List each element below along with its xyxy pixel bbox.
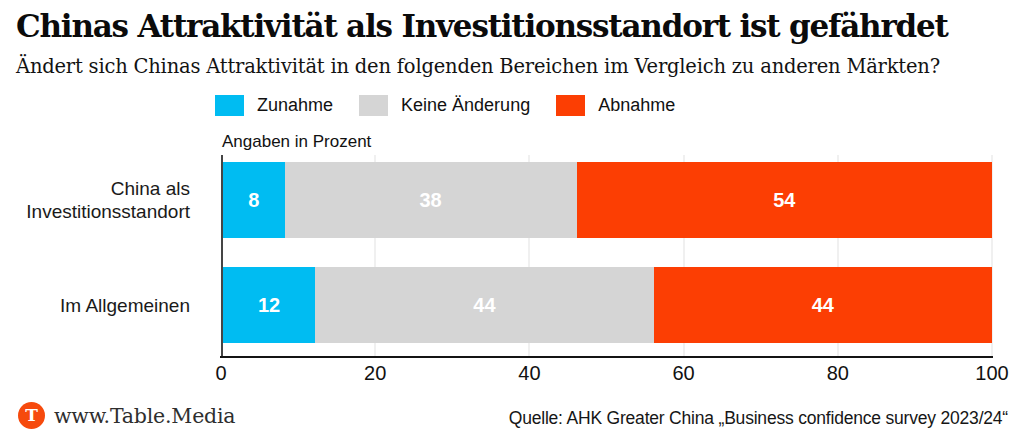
x-axis-tick-label: 0 <box>215 362 226 385</box>
bar-segment: 44 <box>654 267 992 343</box>
bar-value-label: 12 <box>258 294 280 317</box>
brand-name: www.Table.Media <box>54 404 235 428</box>
bar-segment: 54 <box>577 162 992 238</box>
bar-row: 8 38 54 <box>223 162 992 238</box>
brand-logo-icon: T <box>18 402 45 429</box>
bar-segment: 8 <box>223 162 285 238</box>
legend-label: Zunahme <box>257 95 333 116</box>
bar-value-label: 44 <box>473 294 495 317</box>
x-axis-tick-label: 20 <box>364 362 386 385</box>
x-axis-line <box>220 356 993 358</box>
plot-area: 8 38 54 12 44 44 <box>221 155 992 358</box>
legend-label: Abnahme <box>598 95 675 116</box>
units-note: Angaben in Prozent <box>222 132 371 152</box>
category-label: China als Investitionsstandort <box>0 162 190 238</box>
category-labels: China als Investitionsstandort Im Allgeme… <box>0 155 190 358</box>
legend-item: Keine Änderung <box>359 95 530 116</box>
category-label: Im Allgemeinen <box>0 267 190 343</box>
chart-title: Chinas Attraktivität als Investitionssta… <box>16 8 948 44</box>
infographic-canvas: Chinas Attraktivität als Investitionssta… <box>0 0 1024 447</box>
x-axis-tick-label: 100 <box>975 362 1008 385</box>
legend-swatch-icon <box>215 95 244 116</box>
x-axis-tick-label: 40 <box>518 362 540 385</box>
bar-row: 12 44 44 <box>223 267 992 343</box>
legend-item: Zunahme <box>215 95 333 116</box>
x-axis-tick-label: 60 <box>672 362 694 385</box>
legend-swatch-icon <box>359 95 388 116</box>
bar-segment: 44 <box>315 267 653 343</box>
bar-segment: 38 <box>285 162 577 238</box>
legend-item: Abnahme <box>556 95 675 116</box>
x-axis-tick-label: 80 <box>827 362 849 385</box>
x-axis-tick-labels: 020406080100 <box>221 362 992 388</box>
bar-value-label: 8 <box>248 189 259 212</box>
bar-value-label: 44 <box>812 294 834 317</box>
bar-value-label: 38 <box>420 189 442 212</box>
bar-segment: 12 <box>223 267 315 343</box>
source-note: Quelle: AHK Greater China „Business conf… <box>509 408 1008 429</box>
chart-subtitle: Ändert sich Chinas Attraktivität in den … <box>16 55 940 78</box>
brand-logo-letter: T <box>25 407 38 424</box>
footer-brand: T www.Table.Media <box>18 402 235 429</box>
bar-value-label: 54 <box>773 189 795 212</box>
legend-swatch-icon <box>556 95 585 116</box>
legend-label: Keine Änderung <box>401 95 530 116</box>
legend: Zunahme Keine Änderung Abnahme <box>215 93 675 117</box>
